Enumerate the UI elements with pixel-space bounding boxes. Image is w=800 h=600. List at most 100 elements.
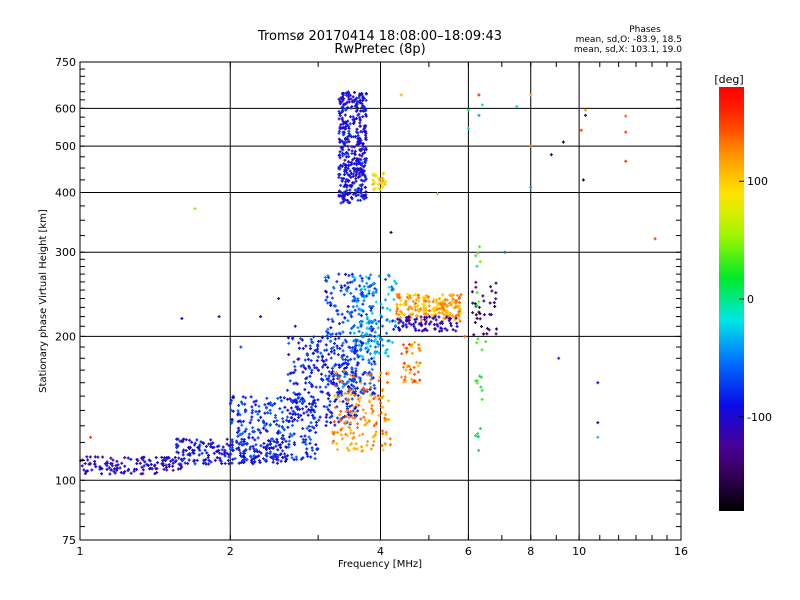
data-point [195,458,199,462]
data-point [240,443,244,447]
data-point [311,351,315,355]
data-point [297,395,301,399]
data-point [279,446,283,450]
data-point [259,444,263,448]
data-point [212,451,216,455]
data-point [105,464,109,468]
data-point [295,382,299,386]
data-point [226,459,230,463]
data-point [265,452,269,456]
data-point [279,459,283,463]
data-point [153,472,157,476]
data-point [293,417,297,421]
data-point [165,456,169,460]
data-point [359,390,363,394]
data-point [275,423,279,427]
data-point [326,327,330,331]
data-point [257,450,261,454]
data-point [300,338,304,342]
data-point [275,461,279,465]
data-point [301,370,305,374]
data-point [196,445,200,449]
data-point [133,467,137,471]
data-point [179,462,183,466]
data-point [346,359,350,363]
data-point [237,461,241,465]
data-point [310,448,314,452]
data-point [310,446,314,450]
data-point [368,381,372,385]
data-point [227,462,231,466]
data-point [309,337,313,341]
data-point [207,459,211,463]
data-point [153,464,157,468]
data-point [324,424,328,428]
data-point [182,437,186,441]
data-point [141,472,145,476]
data-point [180,459,184,463]
data-point [235,447,239,451]
data-point [348,331,352,335]
data-point [285,388,289,392]
data-point [254,455,258,459]
data-point [248,421,252,425]
data-point [304,367,308,371]
data-point [300,402,304,406]
data-point [324,374,328,378]
data-point [340,344,344,348]
data-point [280,425,284,429]
data-point [211,441,215,445]
data-point [329,303,333,307]
data-point [295,419,299,423]
data-point [331,345,335,349]
data-point [88,455,92,459]
data-point [160,462,164,466]
data-point [292,432,296,436]
data-point [109,456,113,460]
data-point [330,317,334,321]
data-point [303,358,307,362]
data-point [268,408,272,412]
data-point [230,461,234,465]
data-point [203,461,207,465]
data-point [184,448,188,452]
data-point [306,413,310,417]
data-point [310,368,314,372]
data-point [188,438,192,442]
data-point [180,465,184,469]
data-point [169,459,173,463]
data-point [203,448,207,452]
data-point [209,442,213,446]
data-point [237,448,241,452]
data-point [305,376,309,380]
data-point [290,416,294,420]
data-point [275,431,279,435]
data-point [299,397,303,401]
data-point [311,413,315,417]
data-point [257,459,261,463]
data-point [326,317,330,321]
data-point [268,447,272,451]
data-point [341,341,345,345]
data-point [115,466,119,470]
data-point [314,430,318,434]
data-point [315,359,319,363]
data-point [241,419,245,423]
data-point [290,371,294,375]
data-point [341,385,345,389]
data-point [347,385,351,389]
data-point [286,373,290,377]
data-point [313,410,317,414]
data-point [186,462,190,466]
data-point [268,450,272,454]
data-point [240,402,244,406]
data-point [264,453,268,457]
data-point [316,447,320,451]
data-point [345,366,349,370]
data-point [345,355,349,359]
data-points-layer [79,90,657,476]
data-point [320,336,324,340]
data-point [115,459,119,463]
data-point [259,451,263,455]
